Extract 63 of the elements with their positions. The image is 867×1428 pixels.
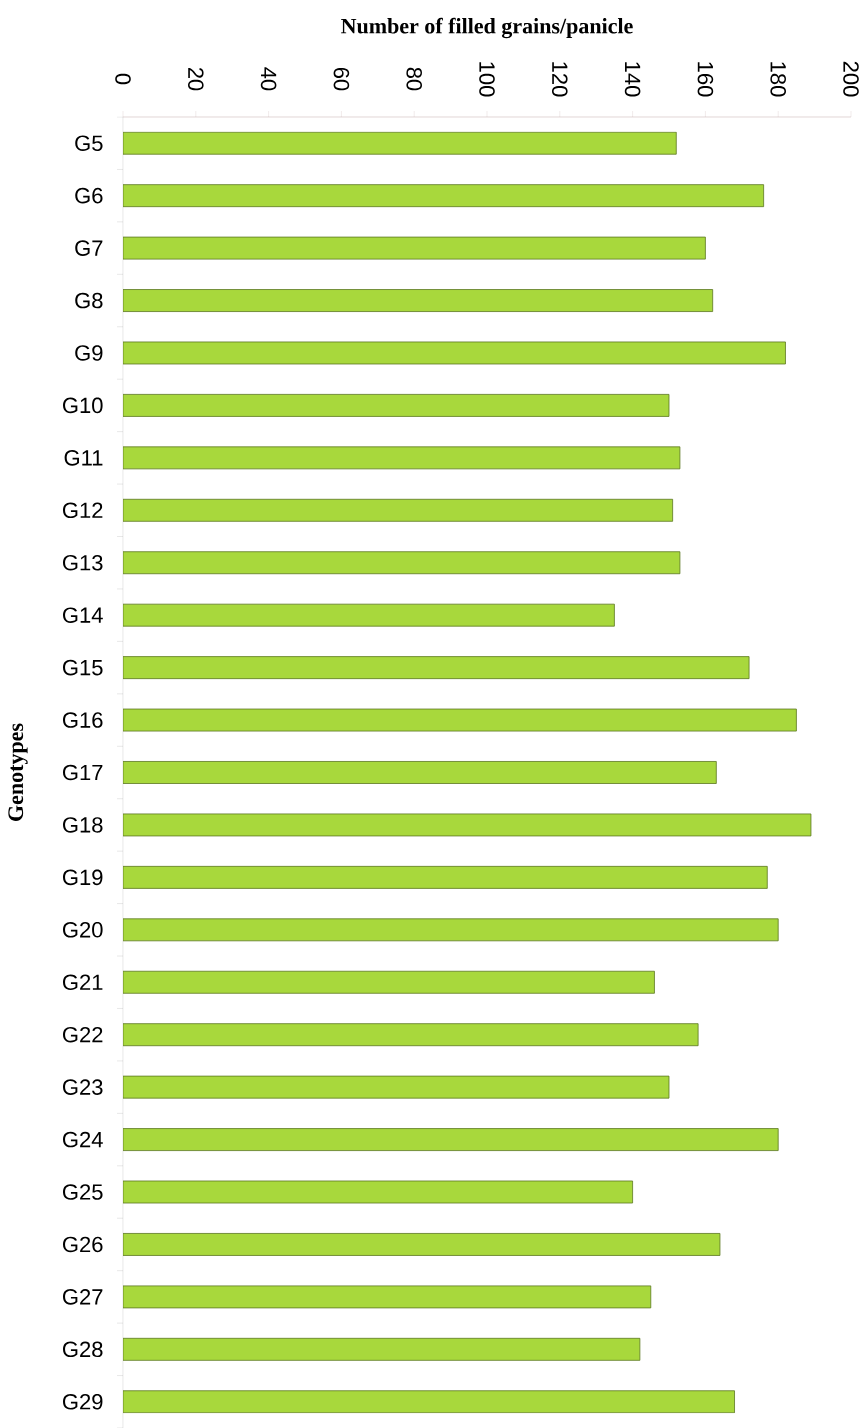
y-tick-label: G7	[75, 240, 103, 256]
x-tick-label: 60	[333, 67, 350, 91]
x-tick-label: 180	[770, 62, 786, 97]
y-tick-label: G18	[63, 817, 103, 833]
y-tick-label: G16	[63, 712, 103, 728]
x-tick-label: 40	[260, 67, 277, 91]
bar	[123, 865, 768, 889]
bar	[123, 1233, 721, 1256]
bar	[123, 1128, 779, 1151]
bar	[123, 970, 655, 994]
y-tick-label: G9	[75, 345, 103, 361]
x-tick-label: 140	[624, 62, 641, 97]
bar	[123, 184, 765, 208]
x-tick-label: 120	[552, 62, 568, 97]
bar	[123, 656, 750, 680]
y-tick-label: G27	[63, 1289, 103, 1305]
x-tick-label: 100	[479, 62, 495, 97]
x-tick-label: 0	[115, 73, 131, 85]
x-tick-label: 200	[843, 61, 859, 97]
y-tick-label: G22	[63, 1026, 103, 1043]
bar	[123, 1180, 633, 1204]
bar	[123, 236, 706, 260]
y-tick-label: G10	[63, 397, 103, 414]
y-tick-label: G26	[63, 1236, 103, 1253]
bar	[123, 1023, 699, 1047]
bar	[123, 603, 615, 627]
bar	[123, 498, 674, 522]
y-tick-label: G12	[63, 502, 103, 519]
y-tick-label: G14	[63, 607, 103, 623]
x-tick-label: 80	[406, 67, 422, 91]
y-tick-label: G23	[63, 1079, 103, 1095]
bar	[123, 446, 681, 470]
y-tick-label: G5	[75, 135, 103, 152]
bar	[123, 1075, 670, 1099]
y-tick-label: G25	[63, 1184, 103, 1200]
y-tick-label: G20	[63, 922, 103, 938]
bar	[123, 551, 681, 575]
y-tick-label: G11	[64, 450, 103, 466]
bar	[123, 918, 779, 942]
y-tick-label: G8	[75, 292, 103, 309]
y-tick-label: G29	[63, 1393, 103, 1410]
bar	[123, 1285, 652, 1309]
bar	[123, 1390, 735, 1414]
y-tick-label: G19	[63, 869, 103, 886]
bar	[123, 761, 717, 784]
y-tick-label: G28	[63, 1341, 103, 1358]
y-tick-label: G24	[63, 1131, 103, 1148]
bar	[123, 708, 797, 732]
x-tick-label: 20	[188, 67, 204, 91]
bar	[123, 1337, 641, 1361]
bar	[123, 289, 714, 312]
bar	[123, 131, 677, 155]
x-tick-label: 160	[697, 62, 714, 97]
y-tick-label: G21	[63, 974, 103, 991]
bar	[123, 813, 812, 837]
y-tick-label: G17	[63, 764, 103, 781]
x-axis-title: Number of filled grains/panicle	[341, 17, 633, 39]
bar	[123, 341, 786, 365]
bar	[123, 394, 670, 417]
y-tick-label: G15	[63, 659, 103, 676]
y-tick-label: G13	[63, 554, 103, 571]
y-axis-title: Genotypes	[8, 723, 28, 821]
y-tick-label: G6	[75, 187, 103, 204]
